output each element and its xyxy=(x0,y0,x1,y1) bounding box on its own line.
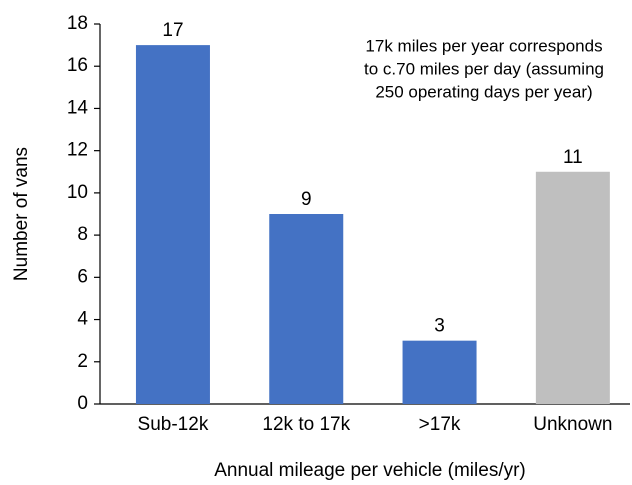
value-label: 3 xyxy=(434,316,445,337)
value-label: 9 xyxy=(301,189,312,210)
x-tick-label: Unknown xyxy=(533,414,612,435)
y-tick-label: 6 xyxy=(77,266,88,287)
y-tick-label: 8 xyxy=(77,224,88,245)
y-tick-label: 10 xyxy=(67,182,88,203)
y-tick-label: 16 xyxy=(67,55,88,76)
annotation: 17k miles per year corresponds xyxy=(365,36,602,55)
y-tick-label: 4 xyxy=(77,309,88,330)
bar xyxy=(535,171,610,404)
bar xyxy=(135,45,210,404)
value-label: 17 xyxy=(162,20,183,41)
annotation: to c.70 miles per day (assuming xyxy=(364,59,604,78)
x-axis-label: Annual mileage per vehicle (miles/yr) xyxy=(214,460,526,481)
x-tick-label: 12k to 17k xyxy=(262,414,350,435)
y-tick-label: 18 xyxy=(67,13,88,34)
value-label: 11 xyxy=(563,147,583,168)
y-tick-label: 2 xyxy=(77,351,88,372)
bar xyxy=(269,214,344,404)
bar xyxy=(402,340,477,404)
x-tick-label: >17k xyxy=(419,414,461,435)
y-tick-label: 12 xyxy=(67,140,88,161)
x-tick-label: Sub-12k xyxy=(138,414,209,435)
y-axis-label: Number of vans xyxy=(11,147,32,281)
y-tick-label: 14 xyxy=(67,97,89,118)
y-tick-label: 0 xyxy=(77,393,88,414)
annotation: 250 operating days per year) xyxy=(375,82,592,101)
